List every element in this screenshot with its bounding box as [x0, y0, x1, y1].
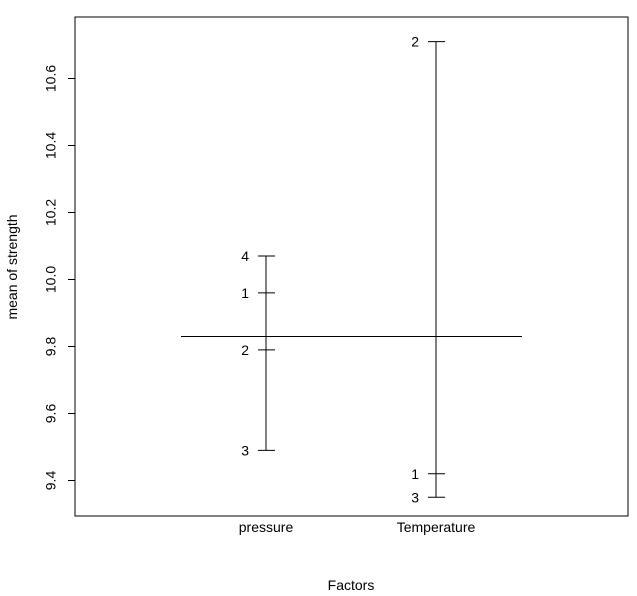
- x-tick-label: Temperature: [397, 519, 476, 535]
- level-label: 2: [411, 34, 419, 50]
- y-axis: 9.4 9.6 9.8 10.0 10.2 10.4 10.6: [43, 65, 76, 491]
- x-axis-label: Factors: [328, 577, 375, 593]
- y-tick-label: 10.0: [43, 266, 59, 293]
- y-tick-label: 10.6: [43, 65, 59, 92]
- level-label: 4: [241, 248, 249, 264]
- y-axis-label: mean of strength: [4, 214, 20, 319]
- level-label: 2: [241, 342, 249, 358]
- x-tick-label: pressure: [239, 519, 294, 535]
- level-label: 1: [411, 466, 419, 482]
- y-tick-label: 9.8: [43, 337, 59, 357]
- y-tick-label: 10.2: [43, 199, 59, 226]
- y-tick-label: 9.4: [43, 471, 59, 491]
- y-tick-label: 10.4: [43, 132, 59, 159]
- level-label: 3: [241, 442, 249, 458]
- plot-frame: [74, 16, 629, 517]
- y-tick-label: 9.6: [43, 404, 59, 424]
- x-axis: pressure Temperature: [239, 519, 476, 535]
- level-label: 1: [241, 285, 249, 301]
- plot-marks: 4 1 2 3 2 1 3: [181, 34, 522, 505]
- level-label: 3: [411, 489, 419, 505]
